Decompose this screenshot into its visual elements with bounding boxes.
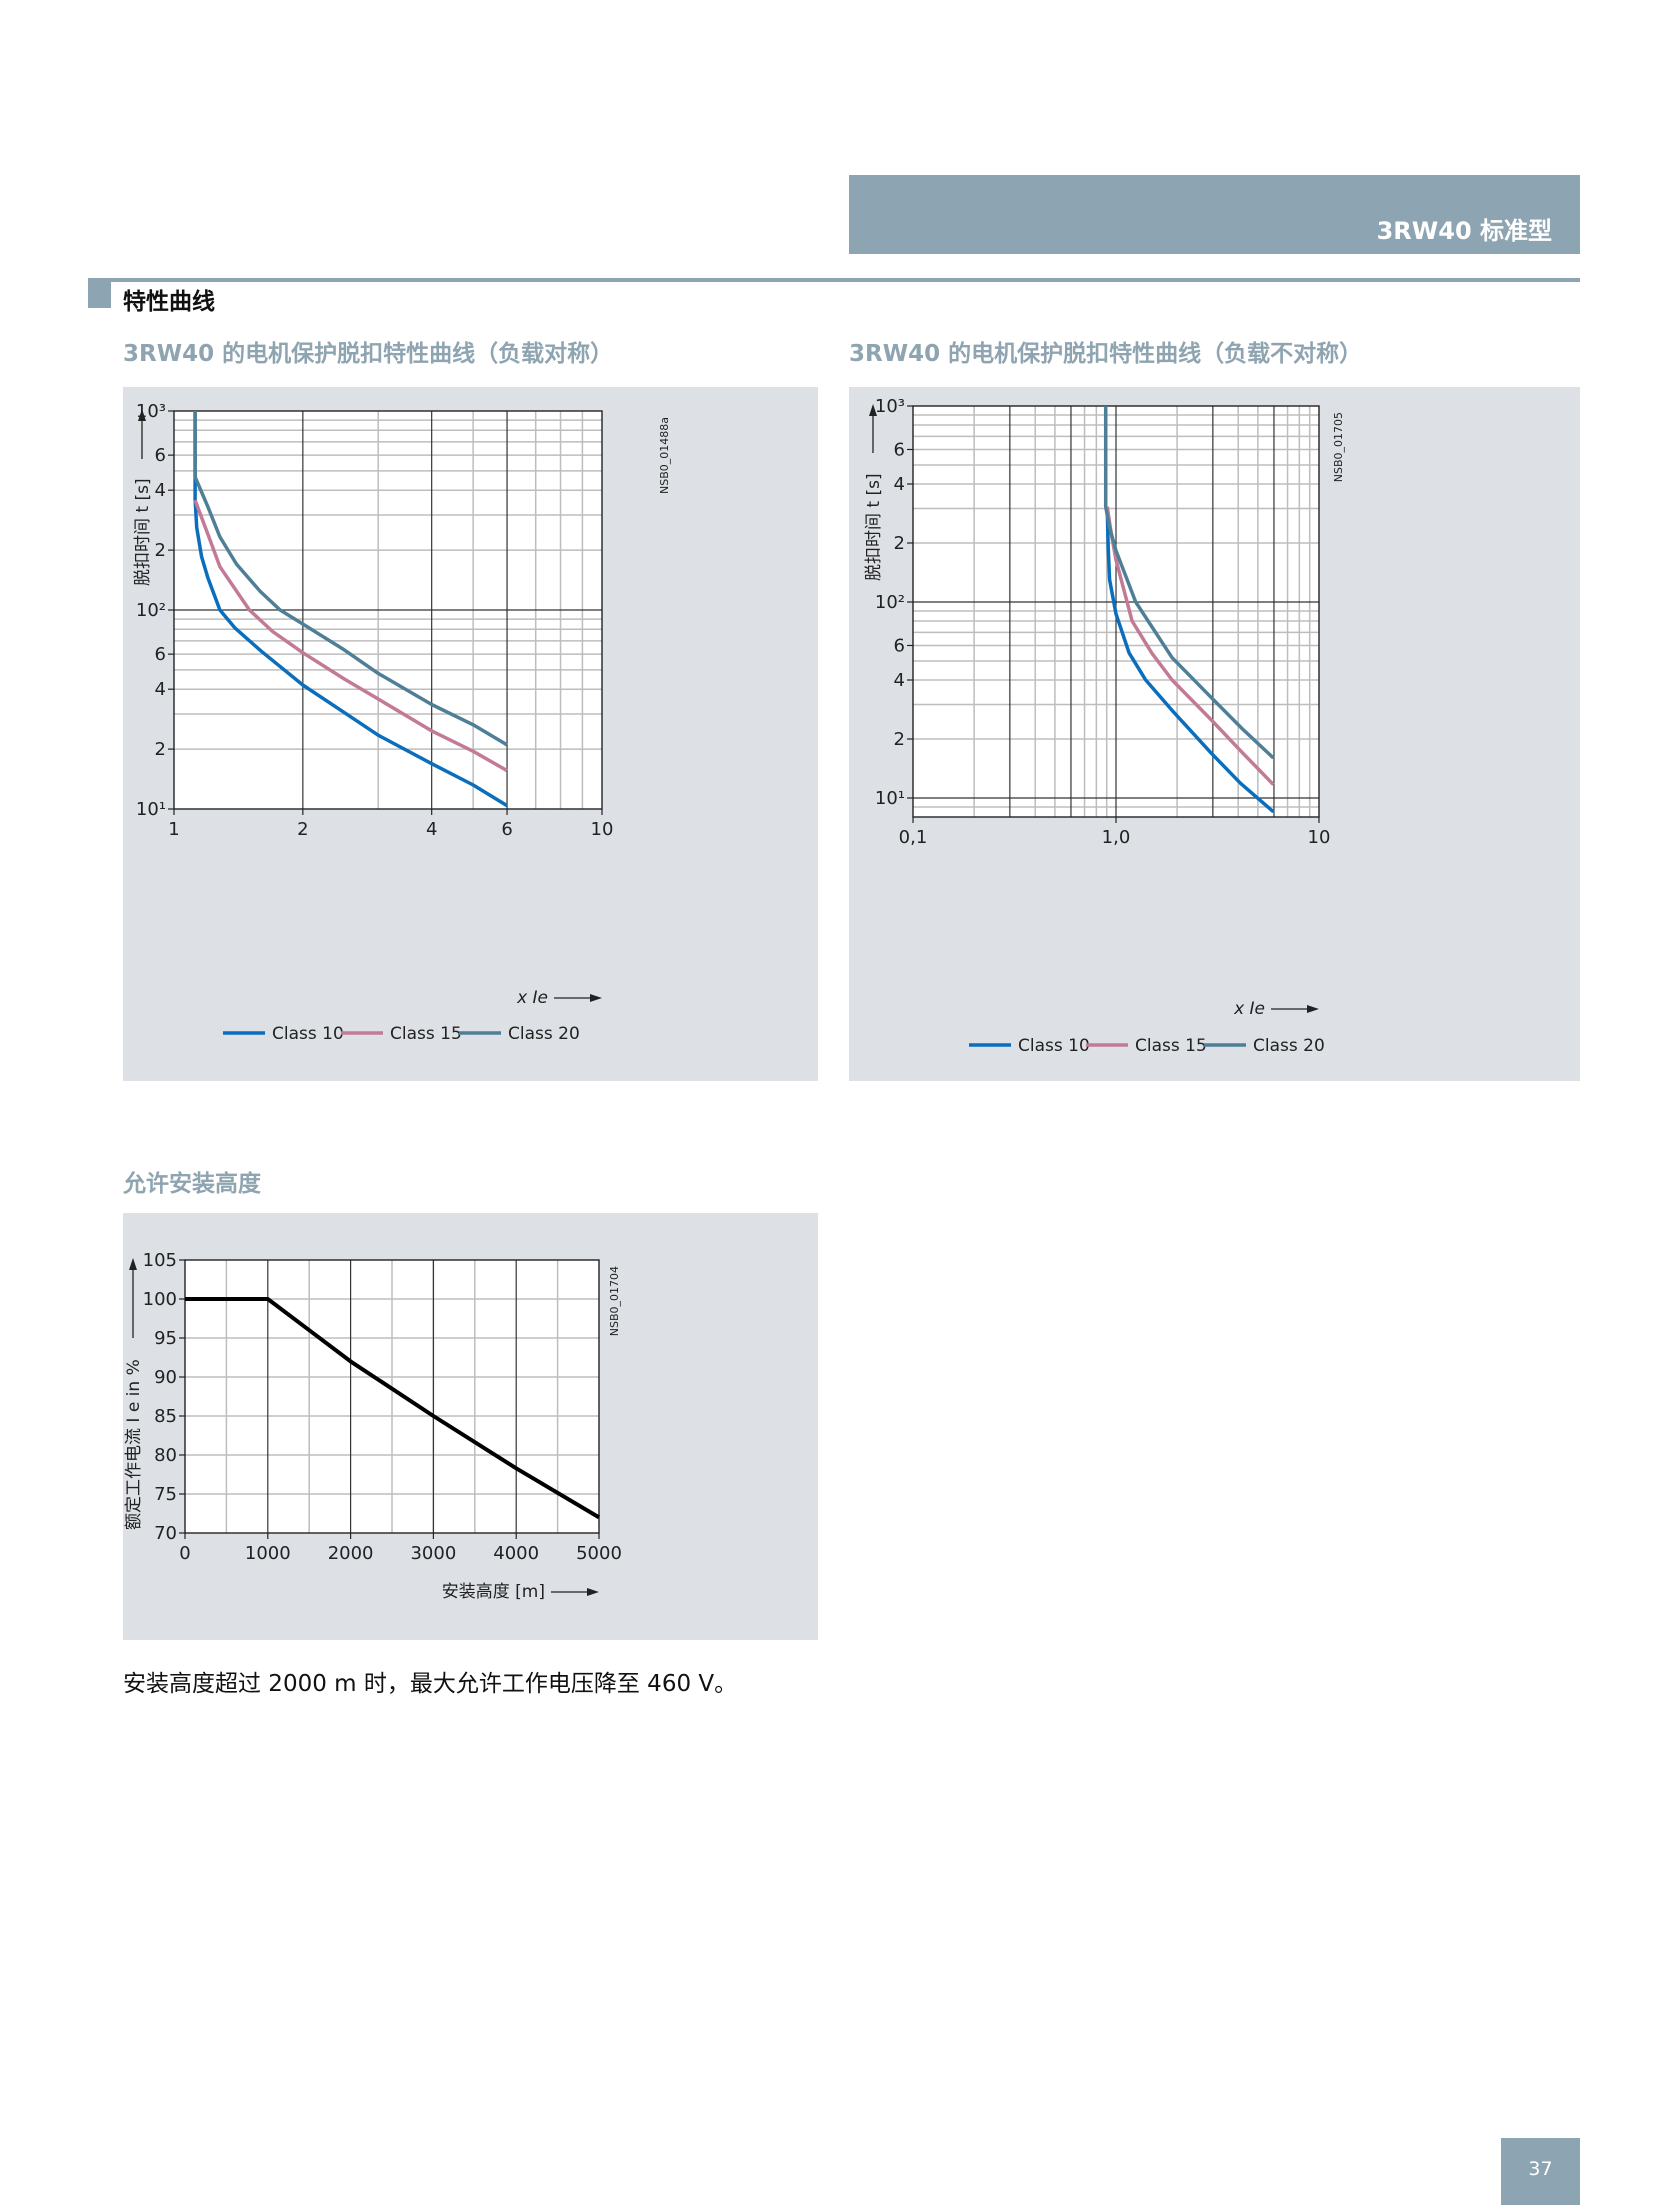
y-axis-label: 脱扣时间 t [s] <box>864 473 884 581</box>
x-tick-label: 1 <box>168 819 179 840</box>
series-line-class-10 <box>193 411 508 808</box>
y-tick-label: 6 <box>155 644 166 665</box>
trip-curve-asymmetric-chart: 0,1 1,0 10 10³ 6 4 2 10² 6 4 2 10¹ NSB0_01705 脱扣时间 t … <box>864 396 1345 1056</box>
y-axis-label: 脱扣时间 t [s] <box>133 478 153 586</box>
y-tick-label: 10¹ <box>136 799 166 820</box>
y-tick-label: 4 <box>894 474 905 495</box>
y-tick-label: 2 <box>155 540 166 561</box>
y-tick-label: 100 <box>143 1289 177 1310</box>
section-title: 特性曲线 <box>123 289 215 315</box>
x-tick-label: 2000 <box>328 1543 374 1564</box>
legend-label: Class 15 <box>1135 1036 1207 1056</box>
x-axis-arrowhead <box>587 1588 599 1596</box>
legend-label: Class 10 <box>272 1024 344 1044</box>
chart-panel-altitude: 0 1000 2000 3000 4000 5000 105 100 95 90 85 80 75 70 N… <box>123 1213 818 1640</box>
chart-panel-asymmetric: 0,1 1,0 10 10³ 6 4 2 10² 6 4 2 10¹ NSB0_01705 脱扣时间 t … <box>849 387 1580 1081</box>
page-number: 37 <box>1528 2158 1553 2180</box>
chart-title-symmetric: 3RW40 的电机保护脱扣特性曲线（负载对称） <box>123 341 614 367</box>
x-tick-label: 6 <box>501 819 512 840</box>
x-axis-label: x Ie <box>516 988 548 1008</box>
legend-label: Class 10 <box>1018 1036 1090 1056</box>
y-tick-label: 105 <box>143 1250 177 1271</box>
y-axis-arrowhead <box>138 409 146 421</box>
x-tick-label: 3000 <box>410 1543 456 1564</box>
y-tick-label: 10² <box>136 600 166 621</box>
x-axis-label: 安装高度 [m] <box>442 1582 545 1602</box>
legend-label: Class 20 <box>508 1024 580 1044</box>
y-tick-label: 90 <box>154 1367 177 1388</box>
x-tick-label: 10 <box>1308 827 1331 848</box>
x-axis-label: x Ie <box>1233 999 1265 1019</box>
y-tick-label: 4 <box>155 679 166 700</box>
x-tick-label: 4000 <box>493 1543 539 1564</box>
figure-code: NSB0_01488a <box>658 417 671 494</box>
header-banner: 3RW40 标准型 <box>849 175 1580 254</box>
y-tick-label: 95 <box>154 1328 177 1349</box>
y-tick-label: 10³ <box>875 396 905 417</box>
plot-frame <box>184 1259 600 1534</box>
figure-code: NSB0_01705 <box>1332 412 1345 482</box>
y-tick-label: 10¹ <box>875 788 905 809</box>
altitude-note: 安装高度超过 2000 m 时，最大允许工作电压降至 460 V。 <box>123 1671 738 1697</box>
y-axis-arrowhead <box>129 1258 137 1270</box>
x-tick-label: 10 <box>591 819 614 840</box>
y-tick-label: 2 <box>894 729 905 750</box>
page-number-box: 37 <box>1501 2138 1580 2205</box>
y-tick-label: 70 <box>154 1523 177 1544</box>
series-line-class-20 <box>1103 406 1275 760</box>
chart-title-altitude: 允许安装高度 <box>123 1171 261 1197</box>
y-tick-label: 85 <box>154 1406 177 1427</box>
y-tick-label: 6 <box>894 439 905 460</box>
x-axis-arrowhead <box>1307 1005 1319 1013</box>
legend-label: Class 15 <box>390 1024 462 1044</box>
y-axis-arrowhead <box>869 404 877 416</box>
y-axis-label: 额定工作电流 I e in % <box>124 1359 144 1530</box>
x-tick-label: 1,0 <box>1102 827 1131 848</box>
x-tick-label: 5000 <box>576 1543 622 1564</box>
altitude-derating-chart: 0 1000 2000 3000 4000 5000 105 100 95 90 85 80 75 70 N… <box>124 1250 622 1602</box>
figure-code: NSB0_01704 <box>608 1266 621 1336</box>
section-marker <box>88 280 111 308</box>
chart-title-asymmetric: 3RW40 的电机保护脱扣特性曲线（负载不对称） <box>849 341 1363 367</box>
header-title: 3RW40 标准型 <box>1376 217 1552 245</box>
y-tick-label: 6 <box>894 635 905 656</box>
series-line-class-20 <box>193 411 508 747</box>
y-tick-label: 10² <box>875 592 905 613</box>
legend-label: Class 20 <box>1253 1036 1325 1056</box>
y-tick-label: 2 <box>155 739 166 760</box>
series-line-class-10 <box>1105 506 1275 814</box>
y-tick-label: 80 <box>154 1445 177 1466</box>
chart-panel-symmetric: 1 2 4 6 10 10³ 6 4 2 10² 6 4 2 10¹ NSB0_01488a 脱扣时间 t [… <box>123 387 818 1081</box>
y-tick-label: 6 <box>155 445 166 466</box>
x-tick-label: 2 <box>297 819 308 840</box>
y-tick-label: 4 <box>894 670 905 691</box>
x-tick-label: 4 <box>426 819 437 840</box>
x-tick-label: 0,1 <box>899 827 928 848</box>
x-axis-arrowhead <box>590 994 602 1002</box>
x-tick-label: 0 <box>179 1543 190 1564</box>
y-tick-label: 4 <box>155 480 166 501</box>
y-tick-label: 2 <box>894 533 905 554</box>
series-line-class-15 <box>193 499 508 773</box>
y-tick-label: 75 <box>154 1484 177 1505</box>
x-tick-label: 1000 <box>245 1543 291 1564</box>
series-line-ie <box>185 1297 601 1520</box>
section-divider <box>88 278 1580 282</box>
